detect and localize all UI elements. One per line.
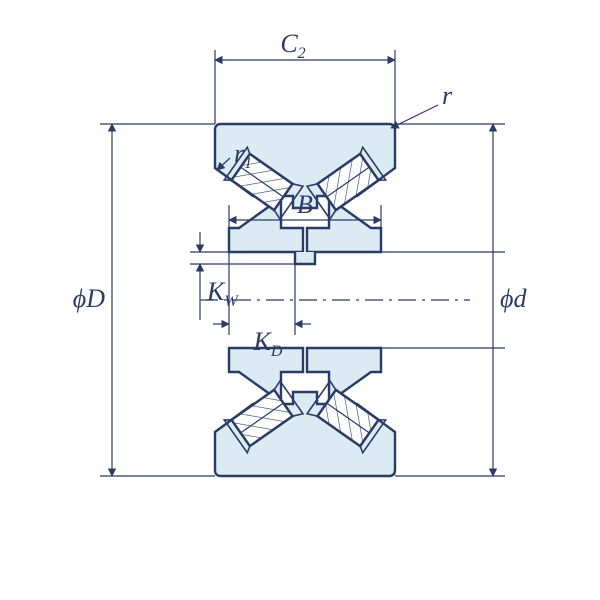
- label-KD: KD: [253, 327, 283, 360]
- label-phid: ϕd: [500, 284, 527, 313]
- bearing-section-drawing: [100, 50, 505, 476]
- label-B: B: [297, 190, 313, 219]
- label-r: r: [442, 81, 453, 110]
- label-KW: KW: [206, 277, 239, 310]
- label-phiD: ϕD: [73, 284, 105, 313]
- labels: C2 B ϕD ϕd KW KD r r1: [73, 29, 528, 360]
- label-C2: C2: [280, 29, 305, 62]
